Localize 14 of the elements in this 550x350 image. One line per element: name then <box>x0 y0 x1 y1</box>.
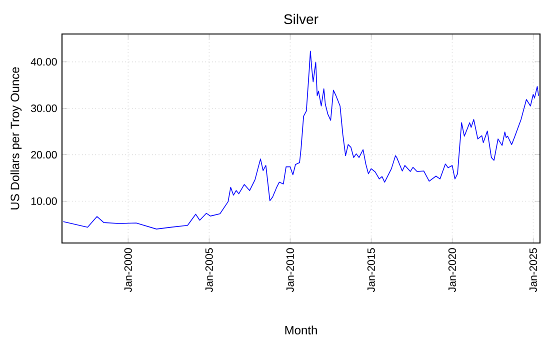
x-tick-label: Jan-2010 <box>286 248 294 292</box>
x-tick-label: Jan-2005 <box>205 248 213 292</box>
x-tick-label: Jan-2000 <box>124 248 132 292</box>
x-tick-label: Jan-2015 <box>367 248 375 292</box>
y-tick-label: 40.00 <box>30 58 57 66</box>
chart-title: Silver <box>284 14 318 24</box>
y-tick-label: 20.00 <box>31 150 57 159</box>
y-axis-title: US Dollars per Troy Ounce <box>10 67 22 210</box>
line-series <box>62 50 539 230</box>
x-axis-title: Month <box>285 326 317 334</box>
x-tick-label: Jan-2020 <box>448 248 456 292</box>
y-tick-label: 30.00 <box>30 104 57 112</box>
x-tick-label: Jan-2025 <box>529 248 537 292</box>
y-tick-label: 10.00 <box>31 197 57 205</box>
